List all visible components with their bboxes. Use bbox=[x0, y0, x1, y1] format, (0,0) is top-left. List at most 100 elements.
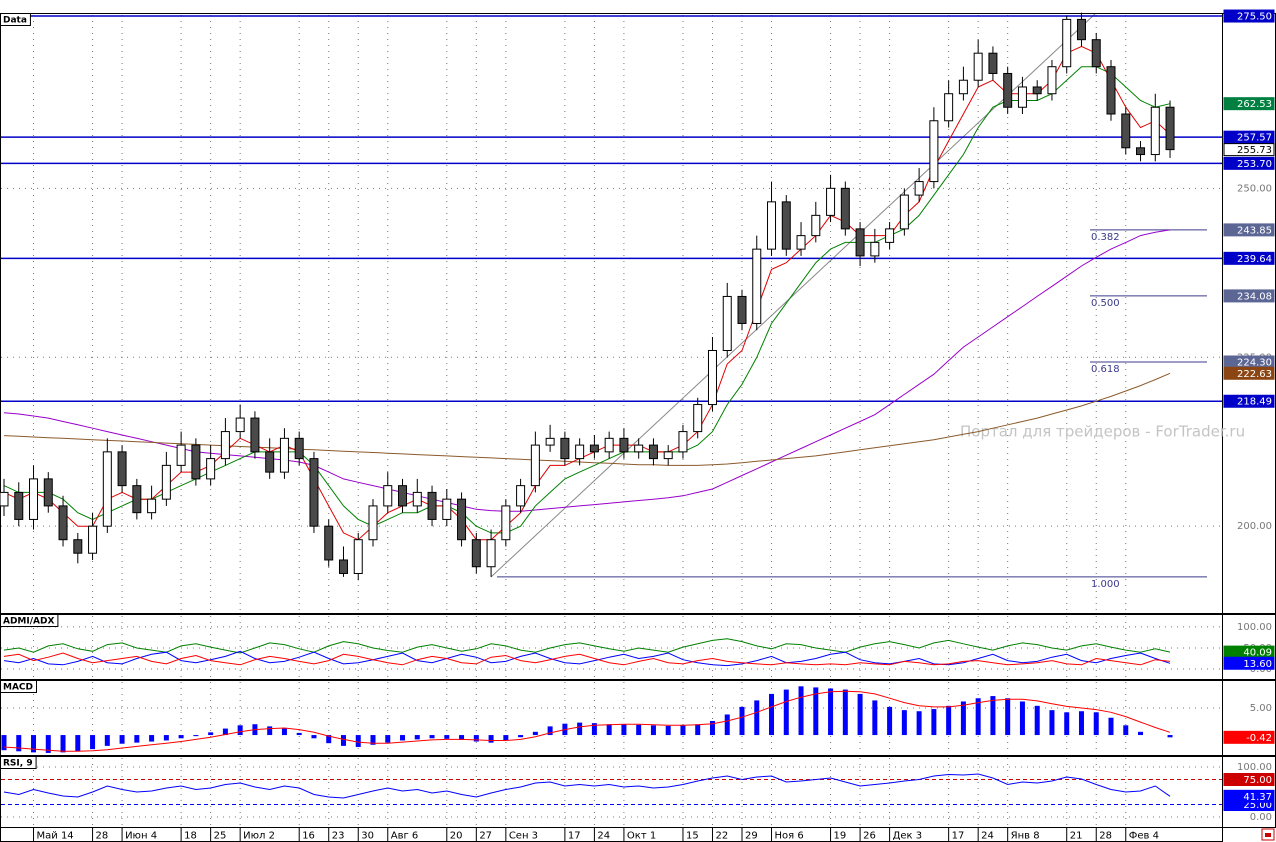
price-label: 275.50 bbox=[1237, 12, 1272, 23]
candle-body bbox=[1165, 106, 1175, 151]
panel-title-box bbox=[0, 680, 37, 693]
histogram-bar bbox=[1138, 731, 1144, 736]
histogram-bar bbox=[267, 726, 273, 736]
candle-body bbox=[88, 525, 98, 554]
y-tick-label: 100.00 bbox=[1237, 622, 1272, 633]
candle-body bbox=[1062, 18, 1072, 68]
price-label: 75.00 bbox=[1243, 775, 1272, 786]
candle-body bbox=[220, 431, 230, 460]
histogram-bar bbox=[237, 725, 243, 736]
histogram-bar bbox=[385, 735, 391, 743]
x-tick-label: 24 bbox=[597, 831, 610, 842]
histogram-bar bbox=[783, 689, 789, 736]
candle-body bbox=[309, 458, 319, 527]
histogram-bar bbox=[429, 735, 435, 739]
indicator-line bbox=[3, 773, 1171, 799]
candle-body bbox=[1091, 39, 1101, 68]
histogram-bar bbox=[916, 711, 922, 736]
y-tick-label: 5.00 bbox=[1250, 703, 1272, 714]
histogram-bar bbox=[311, 735, 317, 739]
x-tick-label: 28 bbox=[96, 831, 109, 842]
x-tick-label: 20 bbox=[450, 831, 463, 842]
fib-label: 0.382 bbox=[1091, 232, 1120, 243]
price-label: 218.49 bbox=[1237, 397, 1272, 408]
price-label-box bbox=[1223, 97, 1275, 111]
candle-body bbox=[1003, 72, 1013, 108]
candle-body bbox=[0, 491, 9, 507]
histogram-bar bbox=[370, 735, 376, 745]
histogram-bar bbox=[754, 700, 760, 736]
y-tick-label: 250.00 bbox=[1237, 183, 1272, 194]
histogram-bar bbox=[178, 735, 184, 739]
candle-body bbox=[250, 417, 260, 453]
x-tick-label: 17 bbox=[568, 831, 581, 842]
candle-body bbox=[589, 444, 599, 453]
candle-body bbox=[191, 444, 201, 480]
candle-body bbox=[486, 539, 496, 568]
candle-body bbox=[752, 248, 762, 324]
panel-title-box bbox=[0, 756, 37, 769]
histogram-bar bbox=[960, 701, 966, 736]
histogram-bar bbox=[1167, 735, 1173, 738]
candle-body bbox=[1150, 106, 1160, 156]
histogram-bar bbox=[16, 735, 22, 752]
histogram-bar bbox=[872, 700, 878, 736]
histogram-bar bbox=[208, 732, 214, 736]
price-label-box bbox=[1223, 143, 1275, 157]
price-label-box bbox=[1223, 656, 1275, 670]
histogram-bar bbox=[163, 735, 169, 741]
candle-body bbox=[1032, 86, 1042, 95]
panel-title: MACD bbox=[3, 683, 33, 693]
corner-icon-mark bbox=[1265, 833, 1271, 837]
price-label: 253.70 bbox=[1237, 159, 1272, 170]
candle-body bbox=[383, 485, 393, 507]
histogram-bar bbox=[1034, 705, 1040, 736]
histogram-bar bbox=[650, 725, 656, 736]
histogram-bar bbox=[60, 735, 66, 753]
candle-body bbox=[442, 498, 452, 520]
histogram-bar bbox=[400, 735, 406, 741]
candle-body bbox=[648, 444, 658, 460]
candle-body bbox=[575, 444, 585, 460]
trend-line bbox=[490, 13, 1096, 578]
candle-body bbox=[368, 505, 378, 541]
histogram-bar bbox=[636, 724, 642, 736]
histogram-bar bbox=[90, 735, 96, 750]
indicator-line bbox=[3, 638, 1171, 654]
histogram-bar bbox=[473, 735, 479, 742]
price-label-box bbox=[1223, 394, 1275, 408]
histogram-bar bbox=[1108, 717, 1114, 736]
panel-title: RSI, 9 bbox=[3, 759, 33, 769]
candle-body bbox=[501, 505, 511, 541]
candle-body bbox=[471, 539, 481, 568]
x-tick-label: 28 bbox=[1099, 831, 1112, 842]
histogram-bar bbox=[1049, 710, 1055, 736]
histogram-bar bbox=[488, 735, 494, 743]
candle-body bbox=[944, 93, 954, 122]
price-label-box bbox=[1223, 730, 1275, 744]
x-tick-label: Фев 4 bbox=[1129, 831, 1159, 842]
candle-body bbox=[796, 235, 806, 250]
histogram-bar bbox=[1123, 725, 1129, 736]
price-label-box bbox=[1223, 251, 1275, 265]
x-tick-label: 27 bbox=[479, 831, 492, 842]
histogram-bar bbox=[119, 735, 125, 744]
histogram-bar bbox=[281, 728, 287, 736]
x-tick-label: 21 bbox=[1070, 831, 1083, 842]
candle-body bbox=[516, 485, 526, 507]
x-tick-label: 23 bbox=[332, 831, 345, 842]
y-tick-label: 100.00 bbox=[1237, 762, 1272, 773]
price-label: 239.64 bbox=[1237, 254, 1272, 265]
histogram-bar bbox=[621, 724, 627, 736]
histogram-bar bbox=[355, 735, 361, 747]
histogram-bar bbox=[990, 696, 996, 736]
histogram-bar bbox=[931, 709, 937, 736]
price-label: 243.85 bbox=[1237, 225, 1272, 236]
x-tick-label: 25 bbox=[214, 831, 227, 842]
fib-label: 0.500 bbox=[1091, 298, 1120, 309]
candle-body bbox=[457, 498, 467, 541]
candle-body bbox=[176, 444, 186, 466]
candle-body bbox=[1136, 147, 1146, 156]
candle-body bbox=[781, 201, 791, 250]
